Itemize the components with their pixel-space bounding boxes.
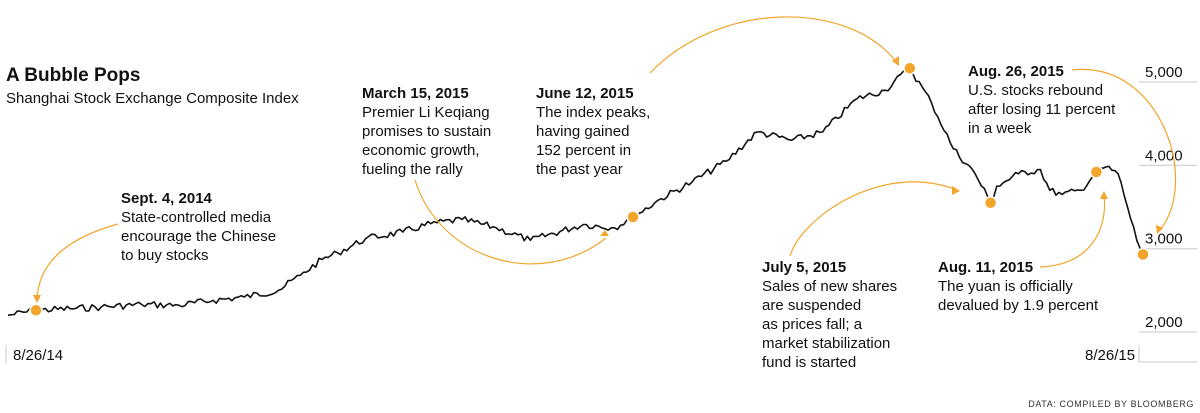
- arrowhead-sept-4-2014: [33, 295, 41, 303]
- x-axis-end-label: 8/26/15: [1085, 347, 1135, 364]
- annotation-aug-11-2015: Aug. 11, 2015 The yuan is officially dev…: [938, 259, 1099, 314]
- annotation-line: economic growth,: [362, 142, 480, 159]
- annotation-line: The index peaks,: [536, 104, 650, 121]
- annotation-date: Sept. 4, 2014: [121, 190, 213, 207]
- annotation-date: Aug. 11, 2015: [938, 259, 1033, 276]
- arrow-july-5-2015: [789, 181, 958, 257]
- arrowhead-aug-26-2015: [1156, 225, 1163, 234]
- annotation-july-5-2015: July 5, 2015 Sales of new shares are sus…: [762, 259, 897, 371]
- annotation-line: to buy stocks: [121, 247, 209, 264]
- chart-title: A Bubble Pops: [6, 65, 140, 86]
- y-tick-label: 4,000: [1145, 147, 1183, 164]
- arrow-aug-11-2015: [1039, 194, 1106, 268]
- annotation-line: encourage the Chinese: [121, 228, 276, 245]
- annotation-aug-26-2015: Aug. 26, 2015 U.S. stocks rebound after …: [968, 63, 1116, 137]
- annotation-line: 152 percent in: [536, 142, 631, 159]
- annotation-date: June 12, 2015: [536, 85, 634, 102]
- y-tick-label: 3,000: [1145, 231, 1183, 248]
- annotation-line: having gained: [536, 123, 629, 140]
- event-marker: [29, 303, 43, 318]
- annotation-line: the past year: [536, 161, 623, 178]
- series-line-shanghai-composite: [7, 67, 1144, 317]
- annotation-line: promises to sustain: [362, 123, 491, 140]
- event-marker: [1089, 165, 1104, 179]
- annotation-line: The yuan is officially: [938, 278, 1073, 295]
- arrowhead-july-5-2015: [952, 186, 960, 195]
- annotation-line: fueling the rally: [362, 161, 463, 178]
- event-marker: [903, 61, 917, 75]
- annotation-sept-4-2014: Sept. 4, 2014 State-controlled media enc…: [121, 190, 276, 264]
- arrow-aug-26-2015: [1071, 68, 1176, 231]
- annotation-line: fund is started: [762, 354, 856, 371]
- arrowhead-march-15-2015: [600, 230, 609, 236]
- annotation-line: devalued by 1.9 percent: [938, 297, 1099, 314]
- annotation-line: after losing 11 percent: [968, 101, 1116, 118]
- arrowhead-june-12-2015: [892, 56, 899, 66]
- annotation-line: in a week: [968, 120, 1032, 137]
- chart-subtitle: Shanghai Stock Exchange Composite Index: [6, 90, 299, 107]
- y-tick-label: 5,000: [1145, 64, 1183, 81]
- arrow-sept-4-2014: [36, 223, 119, 301]
- annotation-june-12-2015: June 12, 2015 The index peaks, having ga…: [536, 85, 650, 178]
- event-marker: [983, 196, 998, 210]
- annotation-line: Sales of new shares: [762, 278, 897, 295]
- annotation-line: as prices fall; a: [762, 316, 863, 333]
- annotation-line: State-controlled media: [121, 209, 272, 226]
- annotation-line: are suspended: [762, 297, 861, 314]
- annotation-march-15-2015: March 15, 2015 Premier Li Keqiang promis…: [362, 85, 491, 178]
- annotation-line: U.S. stocks rebound: [968, 82, 1103, 99]
- event-markers: [29, 61, 1150, 318]
- y-axis: 5,000 4,000 3,000 2,000: [1139, 64, 1197, 333]
- event-marker: [1136, 247, 1150, 262]
- annotation-date: Aug. 26, 2015: [968, 63, 1064, 80]
- callout-arrows: [33, 16, 1176, 303]
- annotation-line: market stabilization: [762, 335, 890, 352]
- arrowhead-aug-11-2015: [1100, 191, 1108, 199]
- annotation-date: March 15, 2015: [362, 85, 469, 102]
- y-tick-label: 2,000: [1145, 314, 1183, 331]
- event-marker: [626, 210, 640, 224]
- x-axis-start-label: 8/26/14: [13, 347, 63, 364]
- arrow-june-12-2015: [649, 16, 898, 74]
- arrow-march-15-2015: [414, 179, 607, 265]
- x-axis-end-tick: [1138, 345, 1197, 363]
- source-note: DATA: COMPILED BY BLOOMBERG: [1028, 399, 1194, 409]
- annotation-date: July 5, 2015: [762, 259, 846, 276]
- annotation-line: Premier Li Keqiang: [362, 104, 490, 121]
